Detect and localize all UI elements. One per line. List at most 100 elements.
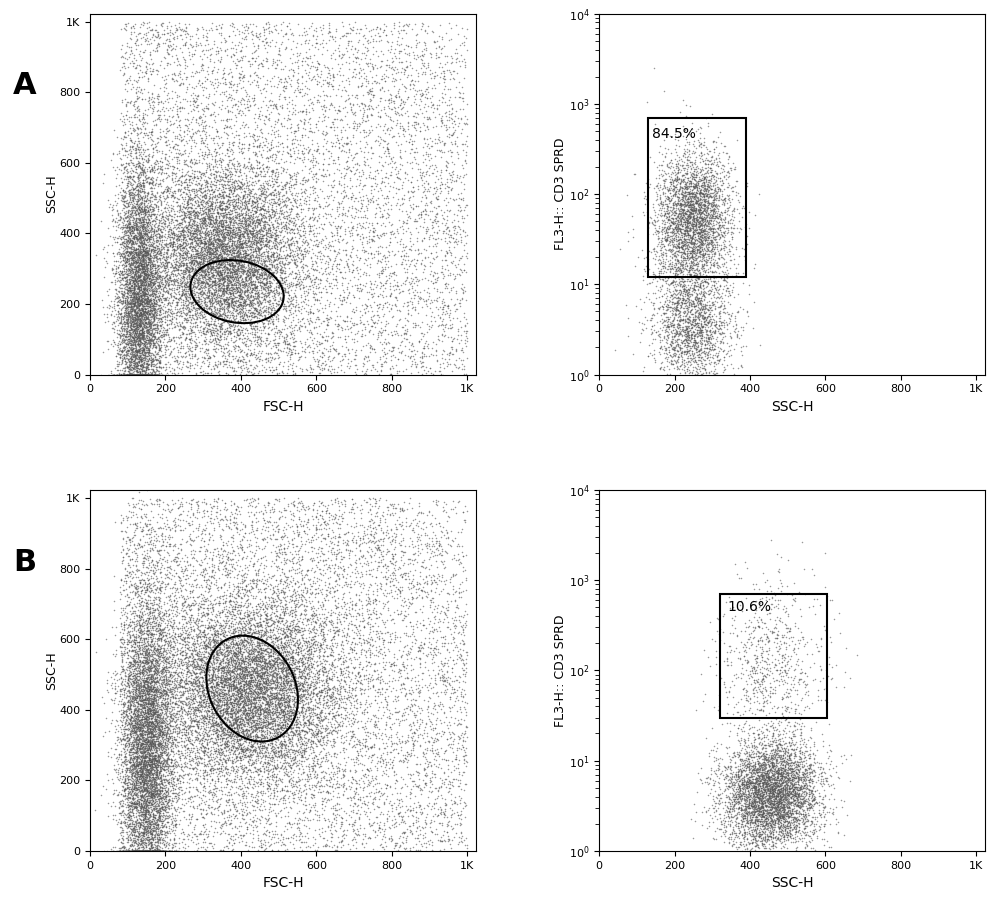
Point	[331, 196, 347, 210]
Point	[669, 223, 685, 238]
Point	[148, 23, 164, 37]
Point	[376, 824, 392, 838]
Point	[116, 815, 132, 830]
Point	[262, 716, 278, 731]
Point	[746, 730, 762, 744]
Point	[678, 98, 694, 113]
Point	[694, 228, 710, 243]
Point	[229, 721, 245, 735]
Point	[365, 327, 381, 341]
Point	[285, 634, 301, 649]
Point	[241, 217, 257, 232]
Point	[672, 283, 688, 298]
Point	[131, 616, 147, 631]
Point	[797, 776, 813, 791]
Point	[759, 767, 775, 782]
Point	[363, 183, 379, 197]
Point	[283, 677, 299, 692]
Point	[242, 185, 258, 199]
Point	[121, 211, 137, 226]
Point	[433, 779, 449, 794]
Point	[362, 259, 378, 274]
Point	[174, 224, 190, 238]
Point	[175, 595, 191, 610]
Point	[233, 771, 249, 785]
Point	[736, 828, 752, 843]
Point	[759, 794, 775, 808]
Point	[134, 321, 150, 336]
Point	[131, 232, 147, 247]
Point	[268, 279, 284, 294]
Point	[173, 665, 189, 680]
Point	[800, 794, 816, 809]
Point	[759, 727, 775, 742]
Point	[147, 844, 163, 858]
Point	[147, 844, 163, 858]
Point	[719, 165, 735, 179]
Point	[159, 676, 175, 691]
Point	[209, 699, 225, 713]
Point	[685, 294, 701, 308]
Point	[124, 762, 140, 776]
Point	[660, 211, 676, 226]
Point	[285, 332, 301, 347]
Point	[206, 541, 222, 556]
Point	[697, 197, 713, 212]
Point	[693, 224, 709, 238]
Point	[348, 342, 364, 357]
Point	[440, 721, 456, 735]
Point	[260, 567, 276, 581]
Point	[193, 678, 209, 693]
Point	[112, 238, 128, 252]
Point	[201, 682, 217, 696]
Point	[685, 269, 701, 284]
Point	[216, 313, 232, 328]
Point	[223, 275, 239, 289]
Point	[162, 259, 178, 274]
Point	[278, 330, 294, 345]
Point	[237, 196, 253, 210]
Point	[181, 200, 197, 215]
Point	[794, 755, 810, 770]
Point	[141, 821, 157, 835]
Point	[408, 813, 424, 827]
Point	[177, 631, 193, 645]
Point	[303, 693, 319, 708]
Point	[243, 666, 259, 681]
Point	[784, 806, 800, 821]
Point	[663, 204, 679, 218]
Point	[188, 671, 204, 685]
Point	[690, 765, 706, 780]
Point	[132, 314, 148, 329]
Point	[652, 279, 668, 294]
Point	[669, 220, 685, 235]
Point	[131, 268, 147, 283]
Point	[246, 301, 262, 316]
Point	[735, 775, 751, 790]
Point	[197, 236, 213, 250]
Point	[223, 497, 239, 511]
Point	[229, 285, 245, 299]
Point	[219, 691, 235, 705]
Point	[118, 525, 134, 540]
Point	[217, 201, 233, 216]
Point	[305, 551, 321, 565]
Point	[301, 268, 317, 283]
Point	[306, 277, 322, 291]
Point	[701, 801, 717, 815]
Point	[136, 736, 152, 751]
Point	[203, 749, 219, 763]
Point	[253, 584, 269, 599]
Point	[308, 531, 324, 546]
Point	[230, 258, 246, 273]
Point	[112, 341, 128, 356]
Point	[681, 215, 697, 229]
Point	[774, 769, 790, 784]
Point	[754, 742, 770, 756]
Point	[281, 90, 297, 105]
Point	[314, 797, 330, 812]
Point	[159, 723, 175, 737]
Point	[137, 186, 153, 200]
Point	[135, 368, 151, 382]
Point	[420, 733, 436, 748]
